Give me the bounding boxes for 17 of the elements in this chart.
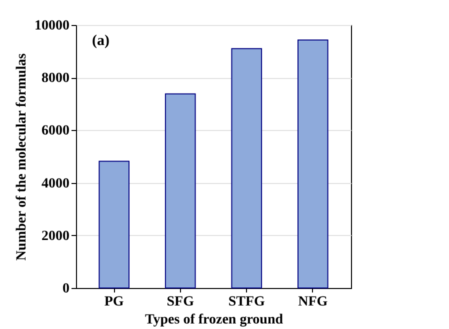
bar (297, 39, 328, 288)
y-tick-label: 4000 (42, 176, 70, 192)
y-tick-label: 2000 (42, 228, 70, 244)
x-tick-label: SFG (166, 294, 194, 310)
bar (231, 48, 262, 288)
bar (164, 93, 196, 288)
y-tick-label: 0 (62, 282, 70, 296)
y-tick-label: 8000 (42, 71, 70, 86)
x-tick-label: PG (104, 294, 124, 310)
bar (98, 160, 130, 288)
x-tick-label: STFG (228, 294, 266, 310)
y-axis-title: Number of the molecular formulas (14, 52, 30, 261)
annotation: (a) (92, 33, 110, 49)
y-tick-label: 6000 (42, 124, 70, 139)
x-tick-label: NFG (298, 294, 328, 310)
y-tick-label: 10000 (34, 18, 70, 34)
x-axis-title: Types of frozen ground (144, 312, 284, 328)
